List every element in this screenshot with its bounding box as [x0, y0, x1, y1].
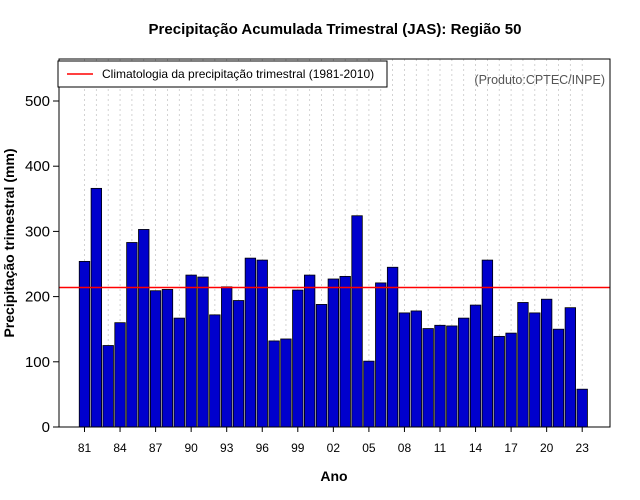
y-tick-label: 100 [25, 354, 50, 371]
bars [78, 187, 588, 428]
x-axis-title: Ano [320, 468, 347, 484]
bar-1999 [292, 289, 304, 428]
bar-1997 [268, 340, 280, 428]
bar-1994 [232, 300, 245, 428]
bar-2020 [541, 298, 553, 428]
y-tick-label: 400 [25, 158, 50, 175]
y-tick-label: 300 [25, 223, 50, 240]
x-tick-label: 02 [327, 441, 341, 455]
bar-1989 [173, 317, 185, 428]
plot-frame [58, 58, 611, 428]
plot-area [59, 59, 610, 428]
bar-1990 [185, 274, 197, 428]
bar-2021 [552, 328, 565, 428]
bar-2017 [505, 332, 517, 428]
legend-label: Climatologia da precipitação trimestral … [102, 67, 374, 81]
x-tick-label: 08 [398, 441, 412, 455]
bar-2009 [410, 310, 422, 428]
x-axis: 81 84 87 90 93 96 99 02 05 08 11 14 17 20 23 [78, 427, 589, 455]
bar-1983 [102, 345, 114, 428]
bar-1995 [244, 257, 257, 428]
legend-box [57, 60, 388, 88]
y-axis: 0 100 200 300 400 500 [25, 93, 59, 436]
x-tick-label: 87 [149, 441, 163, 455]
x-tick-label: 05 [362, 441, 376, 455]
y-tick-label: 500 [25, 93, 50, 110]
bar-2007 [386, 266, 399, 428]
y-tick-label: 0 [42, 419, 50, 436]
bar-2011 [434, 324, 446, 428]
bar-2006 [375, 282, 387, 428]
bar-2023 [576, 388, 588, 428]
bar-2001 [315, 304, 328, 428]
x-tick-label: 99 [291, 441, 305, 455]
bar-1986 [138, 229, 150, 428]
bar-1998 [280, 338, 292, 428]
x-tick-label: 20 [540, 441, 554, 455]
y-axis-title: Precipitação trimestral (mm) [1, 148, 17, 337]
bar-2008 [398, 312, 411, 428]
x-tick-label: 11 [434, 441, 447, 455]
bar-1988 [161, 289, 174, 428]
legend: Climatologia da precipitação trimestral … [57, 60, 388, 88]
bar-2012 [446, 325, 458, 428]
bar-1987 [149, 290, 162, 428]
x-tick-label: 14 [469, 441, 483, 455]
bar-1992 [209, 314, 221, 428]
x-tick-label: 93 [220, 441, 234, 455]
x-tick-label: 17 [504, 441, 518, 455]
bar-2016 [493, 335, 505, 428]
bar-2004 [351, 215, 363, 428]
bar-1991 [197, 276, 209, 428]
bar-1982 [90, 187, 102, 428]
bar-2010 [422, 328, 434, 428]
x-tick-label: 23 [576, 441, 590, 455]
x-tick-label: 81 [78, 441, 92, 455]
bar-1984 [114, 322, 126, 428]
bar-2015 [481, 259, 494, 428]
bar-2018 [517, 302, 529, 428]
bar-2022 [564, 307, 576, 428]
credit-label: (Produto:CPTEC/INPE) [474, 73, 605, 87]
bar-2000 [303, 274, 316, 428]
bar-1996 [256, 259, 268, 428]
bar-2013 [458, 317, 470, 428]
bar-1985 [126, 242, 138, 428]
x-tick-label: 96 [256, 441, 270, 455]
chart-title: Precipitação Acumulada Trimestral (JAS):… [149, 21, 522, 38]
x-tick-label: 84 [113, 441, 127, 455]
bar-2005 [363, 360, 375, 428]
bar-1981 [78, 260, 91, 428]
bar-2003 [339, 275, 351, 428]
bar-2014 [469, 304, 482, 428]
y-tick-label: 200 [25, 289, 50, 306]
bar-2019 [529, 312, 541, 428]
bar-2002 [327, 278, 340, 428]
x-tick-label: 90 [184, 441, 198, 455]
bar-1993 [221, 286, 233, 428]
